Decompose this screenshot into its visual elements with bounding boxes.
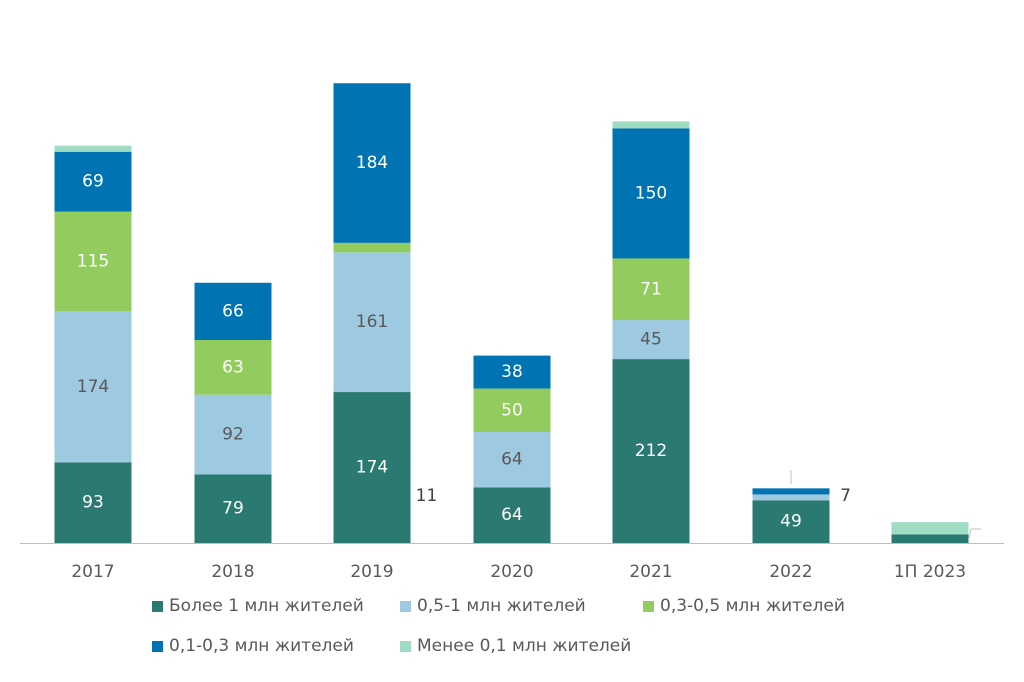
bar-segment bbox=[333, 252, 411, 393]
x-tick-label: 2018 bbox=[211, 562, 254, 582]
x-tick-label: 2020 bbox=[490, 562, 533, 582]
data-label: 115 bbox=[77, 251, 109, 271]
data-label: 64 bbox=[501, 505, 523, 525]
bar-segment bbox=[752, 500, 830, 543]
data-label: 150 bbox=[635, 183, 667, 203]
bar-segment bbox=[612, 128, 690, 259]
legend-item-more-1m: Более 1 млн жителей bbox=[152, 596, 364, 616]
x-tick-label: 2019 bbox=[350, 562, 393, 582]
data-label: 50 bbox=[501, 400, 523, 420]
legend-label: 0,5-1 млн жителей bbox=[417, 596, 586, 616]
bar-segment bbox=[194, 394, 272, 475]
x-tick-label: 1П 2023 bbox=[894, 562, 966, 582]
data-label: 92 bbox=[222, 425, 244, 445]
legend-swatch bbox=[643, 600, 654, 612]
legend-item-05-1m: 0,5-1 млн жителей bbox=[400, 596, 586, 616]
data-label: 38 bbox=[501, 362, 523, 382]
data-label: 184 bbox=[356, 153, 388, 173]
data-label: 63 bbox=[222, 357, 244, 377]
data-label: 174 bbox=[356, 458, 388, 478]
data-label: 174 bbox=[77, 377, 109, 397]
legend-swatch bbox=[152, 640, 163, 652]
data-label: 64 bbox=[501, 450, 523, 470]
bar-segment bbox=[891, 534, 969, 543]
bar-segment bbox=[473, 487, 551, 543]
bar-segment bbox=[54, 145, 132, 152]
data-label: 11 bbox=[416, 486, 438, 506]
bar-segment bbox=[473, 388, 551, 432]
data-label: 161 bbox=[356, 312, 388, 332]
bar-segment bbox=[612, 258, 690, 321]
bar-segment bbox=[891, 522, 969, 535]
data-label: 93 bbox=[82, 493, 104, 513]
legend-swatch bbox=[400, 600, 411, 612]
data-label: 66 bbox=[222, 301, 244, 321]
data-label: 69 bbox=[82, 172, 104, 192]
bar-segment bbox=[333, 83, 411, 243]
legend-swatch bbox=[152, 600, 163, 612]
legend-label: Менее 0,1 млн жителей bbox=[417, 636, 632, 656]
x-tick-labels: 2017 2018 2019 2020 2021 2022 1П 2023 bbox=[71, 562, 966, 582]
legend-label: 0,1-0,3 млн жителей bbox=[169, 636, 354, 656]
bar-segment bbox=[473, 431, 551, 488]
bar-segment bbox=[473, 355, 551, 389]
legend-swatch bbox=[400, 640, 411, 652]
bar-segment bbox=[54, 462, 132, 543]
leader-line bbox=[968, 528, 981, 539]
x-tick-label: 2022 bbox=[769, 562, 812, 582]
bar-segment bbox=[333, 242, 411, 253]
bar-segment bbox=[194, 340, 272, 395]
bar-segment bbox=[54, 151, 132, 212]
bar-segment bbox=[752, 494, 830, 501]
bar-segment bbox=[612, 359, 690, 543]
bar-segment bbox=[194, 474, 272, 543]
legend-item-less-01m: Менее 0,1 млн жителей bbox=[400, 636, 631, 656]
legend-label: Более 1 млн жителей bbox=[169, 596, 364, 616]
stacked-bar-chart: 93 174 115 69 79 92 63 66 174 161 11 184 64 64 50 38 212… bbox=[20, 83, 1004, 582]
bar-segment bbox=[54, 211, 132, 312]
bar-segment bbox=[612, 320, 690, 360]
bar-segment bbox=[194, 282, 272, 341]
bar-segment bbox=[612, 121, 690, 129]
x-tick-label: 2021 bbox=[629, 562, 672, 582]
bar-segment bbox=[752, 488, 830, 495]
legend-label: 0,3-0,5 млн жителей bbox=[660, 596, 845, 616]
data-label: 45 bbox=[640, 330, 662, 350]
data-label: 49 bbox=[780, 512, 802, 532]
legend-item-01-03m: 0,1-0,3 млн жителей bbox=[152, 636, 354, 656]
data-label: 71 bbox=[640, 279, 662, 299]
legend-item-03-05m: 0,3-0,5 млн жителей bbox=[643, 596, 845, 616]
bars-layer bbox=[54, 83, 969, 543]
data-label: 79 bbox=[222, 499, 244, 519]
bar-segment bbox=[54, 311, 132, 463]
bar-segment bbox=[333, 392, 411, 543]
value-labels-layer: 93 174 115 69 79 92 63 66 174 161 11 184 64 64 50 38 212… bbox=[77, 153, 981, 539]
data-label: 212 bbox=[635, 441, 667, 461]
x-tick-label: 2017 bbox=[71, 562, 114, 582]
data-label: 7 bbox=[840, 486, 851, 506]
